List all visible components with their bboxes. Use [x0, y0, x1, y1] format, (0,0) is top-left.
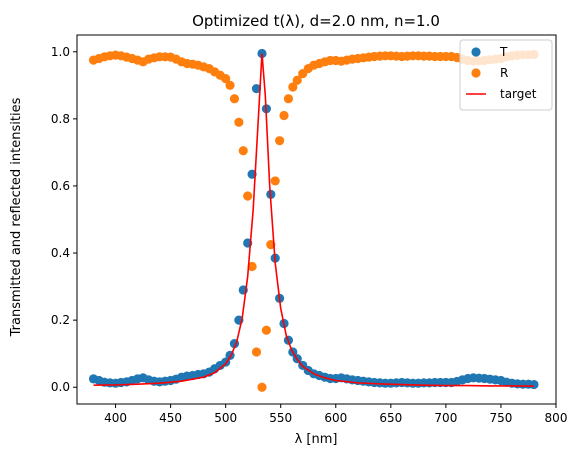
point-T: [251, 84, 262, 94]
x-tick-label: 450: [159, 411, 182, 425]
point-R: [234, 117, 244, 127]
point-R: [275, 136, 285, 146]
point-R: [288, 82, 298, 92]
x-tick-label: 650: [379, 411, 402, 425]
x-tick-label: 800: [545, 411, 568, 425]
x-tick-label: 550: [269, 411, 292, 425]
x-tick-label: 700: [434, 411, 457, 425]
point-R: [283, 94, 294, 104]
legend-box: [459, 39, 553, 111]
x-axis-label: λ [nm]: [295, 432, 338, 447]
point-R: [261, 325, 271, 335]
point-R: [229, 94, 240, 104]
point-R: [225, 80, 235, 90]
y-tick-label: 0.4: [51, 246, 70, 260]
legend-label-T: T: [499, 45, 508, 59]
x-tick-label: 400: [104, 411, 127, 425]
y-tick-label: 1.0: [51, 45, 70, 59]
chart-title: Optimized t(λ), d=2.0 nm, n=1.0: [192, 12, 440, 30]
line-target: [93, 53, 534, 388]
point-R: [292, 75, 302, 85]
x-tick-label: 600: [324, 411, 347, 425]
x-tick-label: 500: [214, 411, 237, 425]
point-R: [257, 382, 267, 392]
legend-marker-R: [471, 68, 481, 78]
y-tick-label: 0.6: [51, 179, 70, 193]
point-R: [247, 261, 257, 272]
x-axis: 400 450 500 550 600 650 700 750 800: [104, 404, 567, 425]
y-axis: 0.0 0.2 0.4 0.6 0.8 1.0: [51, 45, 77, 394]
point-R: [221, 74, 231, 84]
y-tick-label: 0.8: [51, 112, 70, 126]
point-T: [529, 379, 539, 390]
legend-marker-T: [471, 47, 481, 57]
point-R: [279, 110, 289, 121]
point-R: [251, 347, 262, 357]
point-R: [270, 176, 280, 186]
y-axis-label: Transmitted and reflected intensities: [9, 97, 24, 337]
y-tick-label: 0.0: [51, 380, 70, 394]
legend-label-target: target: [500, 87, 537, 101]
y-tick-label: 0.2: [51, 313, 70, 327]
legend-label-R: R: [500, 66, 508, 80]
point-R: [243, 191, 253, 201]
x-tick-label: 750: [489, 411, 512, 425]
plot-frame: [76, 34, 557, 405]
point-R: [238, 146, 248, 156]
